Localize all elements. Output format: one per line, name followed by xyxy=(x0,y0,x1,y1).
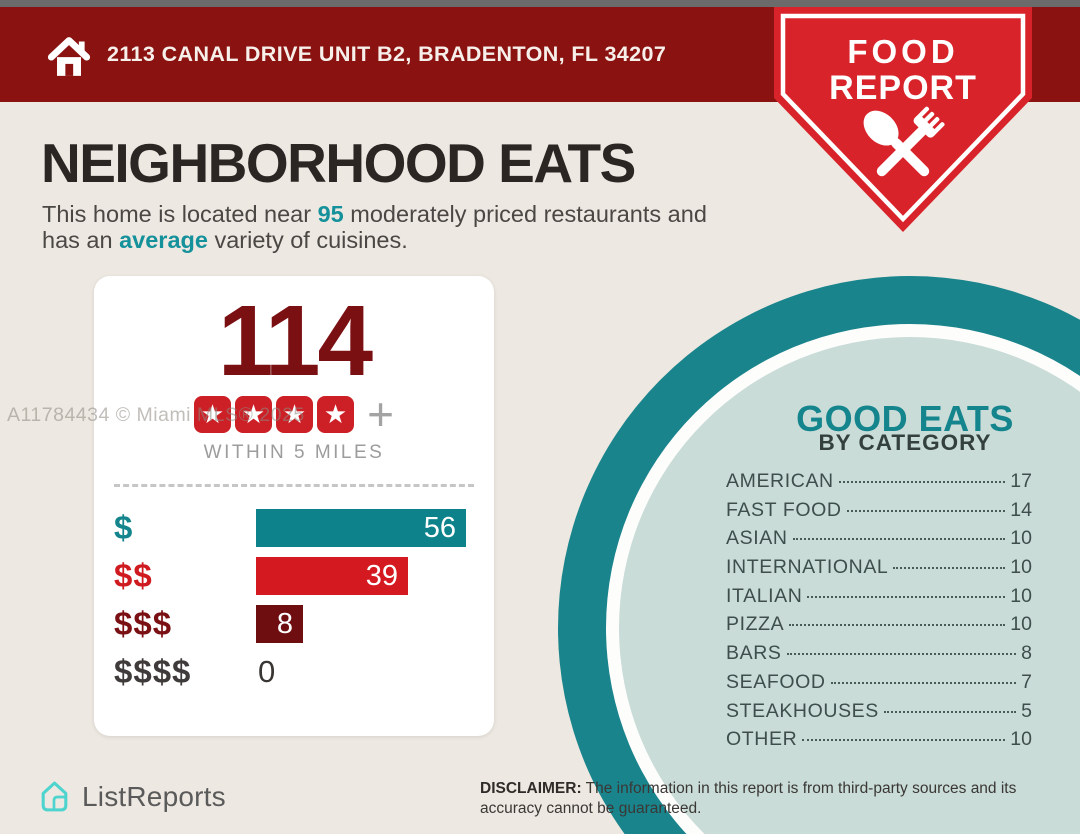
category-row: STEAKHOUSES 5 xyxy=(726,700,1032,729)
category-label: STEAKHOUSES xyxy=(726,699,879,722)
category-row: FAST FOOD 14 xyxy=(726,499,1032,528)
bar: 56 xyxy=(256,509,466,547)
restaurant-count-highlight: 95 xyxy=(317,201,344,227)
good-eats-subtitle: BY CATEGORY xyxy=(818,430,992,455)
bar-track: 56 xyxy=(256,509,474,547)
plus-icon: + xyxy=(367,388,394,440)
category-value: 17 xyxy=(1010,470,1032,492)
category-value: 7 xyxy=(1021,670,1032,693)
dotted-leader xyxy=(830,681,1017,684)
price-tier-row: $56 xyxy=(114,509,474,547)
listreports-wordmark: ListReports xyxy=(82,780,226,812)
window-top-strip xyxy=(0,0,1080,7)
dotted-leader xyxy=(786,653,1017,656)
bar-value: 8 xyxy=(276,607,293,640)
category-value: 10 xyxy=(1010,728,1032,751)
disclaimer-text: DISCLAIMER: The information in this repo… xyxy=(480,780,1017,818)
dotted-leader xyxy=(807,595,1006,598)
ribbon-banner-shape xyxy=(774,7,1032,232)
star-rating: ★ ★ ★ ★ + xyxy=(94,388,494,440)
total-restaurants-count: 114 xyxy=(217,285,373,397)
category-label: INTERNATIONAL xyxy=(726,556,889,579)
category-label: ASIAN xyxy=(726,527,788,550)
category-row: INTERNATIONAL 10 xyxy=(726,556,1032,585)
star-icon: ★ xyxy=(194,395,232,433)
category-row: ITALIAN 10 xyxy=(726,585,1032,614)
category-value: 10 xyxy=(1010,584,1032,607)
category-value: 5 xyxy=(1021,699,1032,722)
bar-value: 39 xyxy=(365,559,398,592)
category-list: AMERICAN 17 FAST FOOD 14 ASIAN 10 INTERNATIONA… xyxy=(726,470,1032,757)
category-row: BARS 8 xyxy=(726,642,1032,671)
category-label: ITALIAN xyxy=(726,584,803,607)
price-tier-label: $$$ xyxy=(114,605,173,642)
intro-line1: This home is located near 95 moderately … xyxy=(42,201,707,227)
category-row: ASIAN 10 xyxy=(726,527,1032,556)
category-label: OTHER xyxy=(726,728,798,751)
dashed-divider xyxy=(114,484,474,487)
variety-highlight: average xyxy=(119,226,208,253)
dotted-leader xyxy=(802,739,1006,742)
ribbon-title-line1: FOOD xyxy=(847,33,959,70)
listreports-house-icon xyxy=(41,781,68,812)
category-value: 10 xyxy=(1010,556,1032,579)
category-row: SEAFOOD 7 xyxy=(726,671,1032,700)
property-address: 2113 CANAL DRIVE UNIT B2, BRADENTON, FL … xyxy=(107,42,667,66)
bar: 39 xyxy=(256,557,408,595)
page-title: NEIGHBORHOOD EATS xyxy=(41,132,636,194)
category-label: SEAFOOD xyxy=(726,670,826,693)
bar-value: 0 xyxy=(258,654,276,689)
star-icon: ★ xyxy=(276,395,314,433)
intro-text: This home is located near 95 moderately … xyxy=(42,201,772,253)
dotted-leader xyxy=(792,538,1006,541)
category-row: OTHER 10 xyxy=(726,728,1032,757)
good-eats-title: GOOD EATS xyxy=(796,398,1014,439)
category-label: AMERICAN xyxy=(726,470,834,492)
bar-value: 56 xyxy=(423,511,456,544)
food-report-ribbon: FOOD REPORT xyxy=(774,7,1032,233)
category-label: PIZZA xyxy=(726,613,785,636)
category-value: 8 xyxy=(1021,642,1032,665)
price-tier-label: $$$$ xyxy=(114,653,192,690)
bar-track: 39 xyxy=(256,557,474,595)
home-icon xyxy=(47,37,91,76)
category-value: 10 xyxy=(1010,613,1032,636)
dotted-leader xyxy=(883,710,1017,713)
dotted-leader xyxy=(846,509,1006,512)
star-icon: ★ xyxy=(317,395,355,433)
intro-line2: has an average variety of cuisines. xyxy=(42,226,408,253)
radius-label: WITHIN 5 MILES xyxy=(203,442,385,463)
category-label: BARS xyxy=(726,642,782,665)
category-row: PIZZA 10 xyxy=(726,613,1032,642)
price-tier-bar-chart: $56 $$ 39 $$$ 8 $$$$ 0 xyxy=(114,509,474,691)
crossed-spoon-fork-icon xyxy=(863,106,945,177)
price-tier-row: $$ 39 xyxy=(114,557,474,595)
star-icon: ★ xyxy=(235,395,273,433)
price-tier-row: $$$ 8 xyxy=(114,605,474,643)
price-tier-label: $$ xyxy=(114,557,153,594)
price-tier-label: $ xyxy=(114,509,134,546)
category-row: AMERICAN 17 xyxy=(726,470,1032,499)
category-value: 10 xyxy=(1010,527,1032,550)
disclaimer-label: DISCLAIMER: xyxy=(480,780,582,797)
dotted-leader xyxy=(893,567,1006,570)
bar: 8 xyxy=(256,605,303,643)
listreports-logo: ListReports xyxy=(36,778,226,815)
dotted-leader xyxy=(838,481,1006,483)
ribbon-title-line2: REPORT xyxy=(829,69,977,107)
bar-track: 8 xyxy=(256,605,474,643)
category-value: 14 xyxy=(1010,498,1032,521)
restaurant-summary-card: 114 ★ ★ ★ ★ + WITHIN 5 MILES $56 $$ 39 $$$ 8 $$$$… xyxy=(94,276,494,736)
dotted-leader xyxy=(789,624,1006,627)
category-label: FAST FOOD xyxy=(726,498,842,521)
price-tier-row: $$$$ 0 xyxy=(114,653,474,691)
bar-track: 0 xyxy=(256,653,474,691)
